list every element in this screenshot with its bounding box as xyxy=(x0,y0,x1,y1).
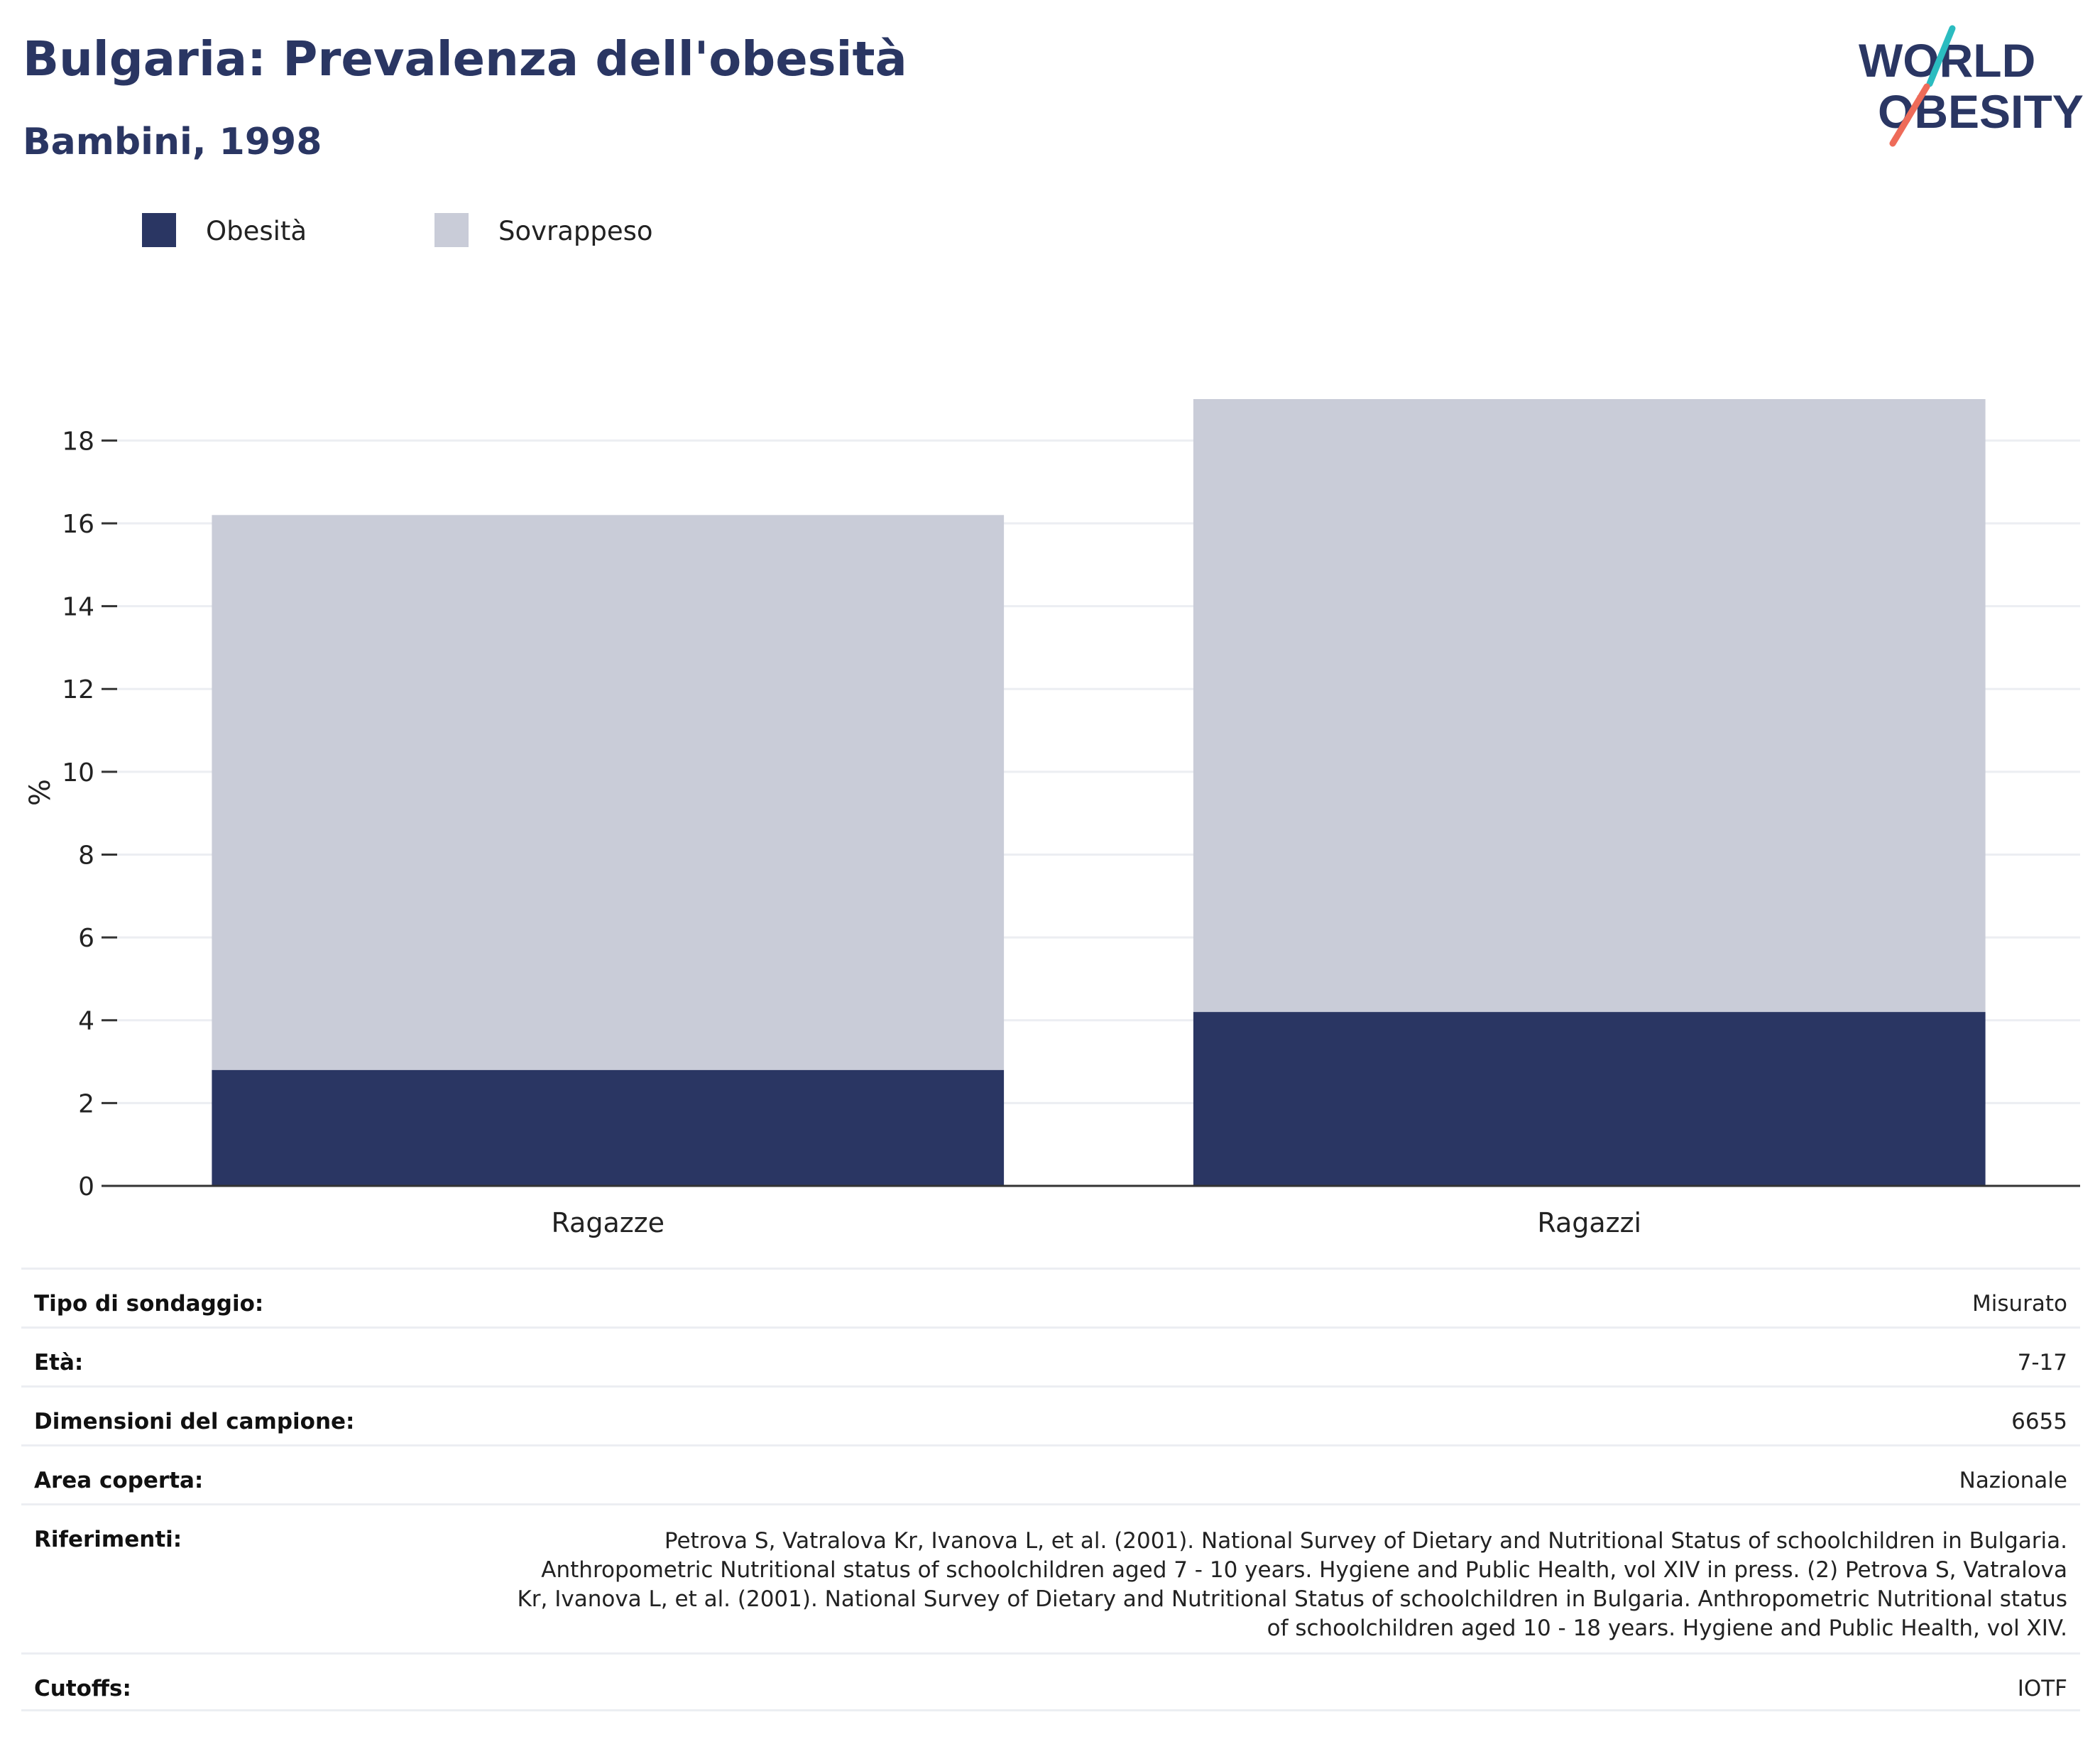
x-tick-label: Ragazze xyxy=(551,1207,665,1238)
legend-label-obesita: Obesità xyxy=(206,216,307,246)
y-tick-label: 10 xyxy=(62,758,94,788)
x-tick-label: Ragazzi xyxy=(1537,1207,1641,1238)
info-row-references: Riferimenti: Petrova S, Vatralova Kr, Iv… xyxy=(21,1503,2080,1652)
bar-obesit--ragazzi xyxy=(1193,1012,1986,1186)
info-label: Tipo di sondaggio: xyxy=(34,1291,264,1317)
logo-slash-teal xyxy=(1926,25,1956,87)
info-label: Dimensioni del campione: xyxy=(34,1409,355,1434)
logo-slash-coral xyxy=(1889,83,1930,147)
bar-sovrappeso-ragazzi xyxy=(1193,399,1986,1013)
page-subtitle: Bambini, 1998 xyxy=(23,121,322,163)
info-value: 6655 xyxy=(2011,1409,2067,1434)
y-tick-label: 6 xyxy=(78,924,94,953)
y-tick-label: 8 xyxy=(78,841,94,870)
info-table: Tipo di sondaggio: Misurato Età: 7-17 Di… xyxy=(21,1268,2080,1711)
info-value: IOTF xyxy=(2017,1676,2067,1701)
y-tick-label: 4 xyxy=(78,1007,94,1036)
info-label: Cutoffs: xyxy=(34,1676,131,1701)
legend-swatch-obesita xyxy=(142,213,176,247)
legend-swatch-sovrappeso xyxy=(434,213,469,247)
y-tick-label: 2 xyxy=(78,1089,94,1118)
world-obesity-logo: WORLD OBESITY xyxy=(1859,25,2084,147)
info-value: Nazionale xyxy=(1959,1468,2067,1493)
info-value: 7-17 xyxy=(2017,1350,2067,1375)
y-tick-label: 14 xyxy=(62,593,94,622)
info-row-area: Area coperta: Nazionale xyxy=(21,1444,2080,1503)
legend-label-sovrappeso: Sovrappeso xyxy=(498,216,653,246)
info-row-age: Età: 7-17 xyxy=(21,1326,2080,1385)
info-label: Area coperta: xyxy=(34,1468,204,1493)
stacked-bar-chart: 0 2 4 6 8 10 12 14 16 18% Ragazze Ragazzi xyxy=(24,399,2080,1238)
bar-obesit--ragazze xyxy=(212,1069,1005,1186)
y-axis-label: % xyxy=(24,779,57,806)
info-value: Misurato xyxy=(1972,1291,2067,1317)
info-label: Età: xyxy=(34,1350,84,1375)
info-value-references: Petrova S, Vatralova Kr, Ivanova L, et a… xyxy=(517,1528,2067,1641)
page-title: Bulgaria: Prevalenza dell'obesità xyxy=(23,31,907,87)
info-label: Riferimenti: xyxy=(34,1527,182,1552)
info-row-cutoffs: Cutoffs: IOTF xyxy=(21,1652,2080,1711)
y-tick-label: 18 xyxy=(62,427,94,456)
info-row-sample-size: Dimensioni del campione: 6655 xyxy=(21,1385,2080,1444)
y-tick-label: 12 xyxy=(62,675,94,704)
info-row-survey-type: Tipo di sondaggio: Misurato xyxy=(21,1268,2080,1326)
y-tick-label: 0 xyxy=(78,1172,94,1202)
y-tick-label: 16 xyxy=(62,510,94,539)
bar-sovrappeso-ragazze xyxy=(212,515,1005,1070)
